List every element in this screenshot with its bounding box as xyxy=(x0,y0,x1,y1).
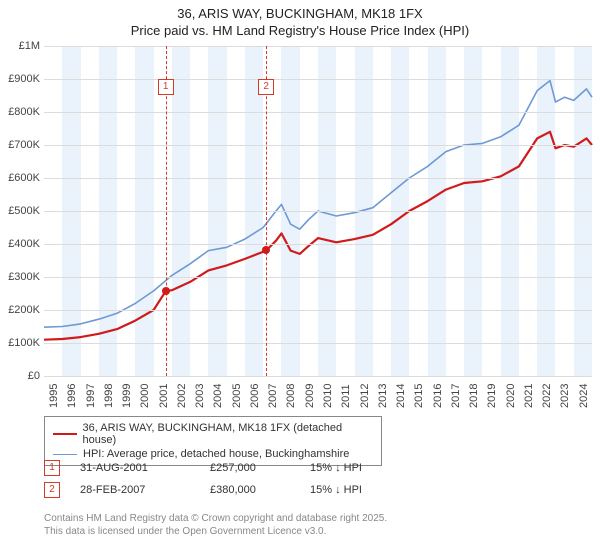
y-axis-label: £300K xyxy=(0,271,40,283)
event-date: 31-AUG-2001 xyxy=(80,462,190,474)
legend-label: HPI: Average price, detached house, Buck… xyxy=(83,448,349,460)
event-marker-box: 1 xyxy=(158,79,174,95)
event-marker-dot xyxy=(262,246,270,254)
y-axis-label: £700K xyxy=(0,139,40,151)
event-delta: 15% ↓ HPI xyxy=(310,462,400,474)
x-axis-label: 2016 xyxy=(432,383,444,407)
y-axis-label: £1M xyxy=(0,40,40,52)
x-axis-label: 1996 xyxy=(66,383,78,407)
x-axis-label: 2024 xyxy=(578,383,590,407)
event-number-box: 2 xyxy=(44,482,60,498)
event-price: £257,000 xyxy=(210,462,290,474)
x-axis-label: 2003 xyxy=(194,383,206,407)
x-axis-label: 2020 xyxy=(505,383,517,407)
x-axis-label: 2004 xyxy=(212,383,224,407)
title-line-1: 36, ARIS WAY, BUCKINGHAM, MK18 1FX xyxy=(0,6,600,23)
event-marker-line xyxy=(166,46,167,376)
event-row: 1 31-AUG-2001 £257,000 15% ↓ HPI xyxy=(44,460,400,476)
gridline xyxy=(44,343,592,344)
x-axis-label: 2006 xyxy=(249,383,261,407)
x-axis-label: 2023 xyxy=(559,383,571,407)
legend-row: HPI: Average price, detached house, Buck… xyxy=(53,447,373,461)
x-axis-label: 2012 xyxy=(359,383,371,407)
gridline xyxy=(44,244,592,245)
event-row: 2 28-FEB-2007 £380,000 15% ↓ HPI xyxy=(44,482,400,498)
x-axis-label: 2013 xyxy=(377,383,389,407)
gridline xyxy=(44,79,592,80)
event-marker-dot xyxy=(162,287,170,295)
legend-row: 36, ARIS WAY, BUCKINGHAM, MK18 1FX (deta… xyxy=(53,421,373,447)
gridline xyxy=(44,376,592,377)
x-axis-label: 2011 xyxy=(340,384,352,408)
x-axis-label: 2018 xyxy=(468,383,480,407)
legend-swatch xyxy=(53,454,77,455)
y-axis-label: £0 xyxy=(0,370,40,382)
gridline xyxy=(44,46,592,47)
gridline xyxy=(44,112,592,113)
y-axis-label: £900K xyxy=(0,73,40,85)
chart-title: 36, ARIS WAY, BUCKINGHAM, MK18 1FX Price… xyxy=(0,0,600,40)
x-axis-label: 2015 xyxy=(413,383,425,407)
gridline xyxy=(44,310,592,311)
footer-line-1: Contains HM Land Registry data © Crown c… xyxy=(44,512,387,525)
event-date: 28-FEB-2007 xyxy=(80,484,190,496)
gridline xyxy=(44,277,592,278)
chart-area: 12 £0£100K£200K£300K£400K£500K£600K£700K… xyxy=(44,46,592,406)
x-axis-label: 2002 xyxy=(176,383,188,407)
event-delta: 15% ↓ HPI xyxy=(310,484,400,496)
legend-swatch xyxy=(53,433,77,435)
event-number-box: 1 xyxy=(44,460,60,476)
x-axis-label: 2019 xyxy=(486,383,498,407)
y-axis-label: £800K xyxy=(0,106,40,118)
x-axis-label: 2022 xyxy=(541,383,553,407)
x-axis-label: 1999 xyxy=(121,383,133,407)
event-marker-line xyxy=(266,46,267,376)
legend: 36, ARIS WAY, BUCKINGHAM, MK18 1FX (deta… xyxy=(44,416,382,466)
y-axis-label: £600K xyxy=(0,172,40,184)
x-axis-label: 1998 xyxy=(103,383,115,407)
x-axis-label: 2014 xyxy=(395,383,407,407)
legend-label: 36, ARIS WAY, BUCKINGHAM, MK18 1FX (deta… xyxy=(83,422,373,446)
x-axis-label: 2001 xyxy=(158,383,170,407)
x-axis-label: 2017 xyxy=(450,383,462,407)
y-axis-label: £100K xyxy=(0,337,40,349)
x-axis-label: 1995 xyxy=(48,383,60,407)
series-line xyxy=(44,80,592,327)
x-axis-label: 2000 xyxy=(139,383,151,407)
event-price: £380,000 xyxy=(210,484,290,496)
title-line-2: Price paid vs. HM Land Registry's House … xyxy=(0,23,600,40)
footer-attribution: Contains HM Land Registry data © Crown c… xyxy=(44,512,387,538)
y-axis-label: £200K xyxy=(0,304,40,316)
y-axis-label: £400K xyxy=(0,238,40,250)
plot-region: 12 xyxy=(44,46,592,377)
events-table: 1 31-AUG-2001 £257,000 15% ↓ HPI 2 28-FEB-200… xyxy=(44,460,400,504)
y-axis-label: £500K xyxy=(0,205,40,217)
x-axis-label: 2007 xyxy=(267,383,279,407)
gridline xyxy=(44,145,592,146)
x-axis-label: 2008 xyxy=(285,383,297,407)
x-axis-label: 2009 xyxy=(304,383,316,407)
gridline xyxy=(44,211,592,212)
x-axis-label: 2010 xyxy=(322,383,334,407)
footer-line-2: This data is licensed under the Open Gov… xyxy=(44,525,387,538)
x-axis-label: 2005 xyxy=(231,383,243,407)
x-axis-label: 2021 xyxy=(523,383,535,407)
event-marker-box: 2 xyxy=(258,79,274,95)
x-axis-label: 1997 xyxy=(85,383,97,407)
gridline xyxy=(44,178,592,179)
